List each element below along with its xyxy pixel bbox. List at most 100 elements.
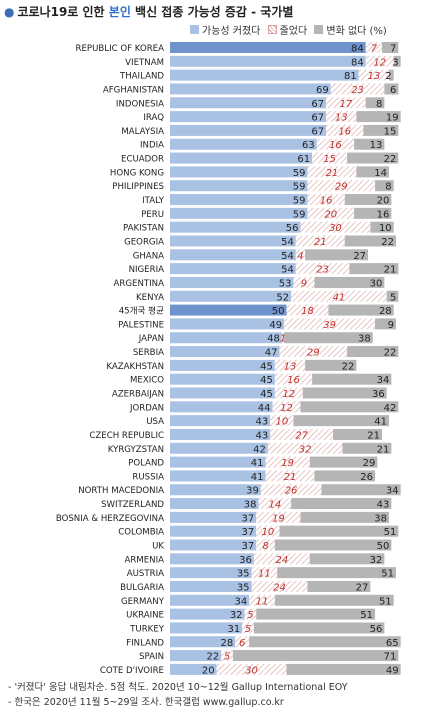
bar-increase bbox=[170, 166, 308, 178]
data-label-increase: 37 bbox=[241, 513, 254, 524]
bar-increase bbox=[170, 456, 266, 468]
category-label: PALESTINE bbox=[118, 320, 164, 330]
legend-item-increase: 가능성 커졌다 bbox=[190, 22, 260, 37]
category-label: PERU bbox=[141, 210, 164, 220]
data-label-decrease: 18 bbox=[301, 306, 314, 317]
bar-decrease bbox=[316, 138, 355, 150]
category-label: KYRGYZSTAN bbox=[108, 445, 164, 455]
category-label: BULGARIA bbox=[120, 583, 164, 593]
category-label: COLOMBIA bbox=[118, 528, 164, 538]
bar-nochange bbox=[344, 194, 392, 206]
data-label-increase: 59 bbox=[293, 209, 306, 220]
data-label-increase: 37 bbox=[241, 527, 254, 538]
data-label-decrease: 4 bbox=[297, 251, 303, 262]
data-label-nochange: 32 bbox=[370, 555, 383, 566]
data-label-nochange: 56 bbox=[370, 624, 383, 635]
data-label-nochange: 51 bbox=[381, 569, 394, 580]
bar-increase bbox=[170, 180, 308, 192]
data-label-decrease: 10 bbox=[275, 417, 288, 428]
data-label-increase: 41 bbox=[251, 472, 264, 483]
data-label-decrease: 20 bbox=[324, 209, 337, 220]
data-label-decrease: 12 bbox=[373, 57, 386, 68]
legend-swatch-increase bbox=[190, 25, 199, 34]
data-label-increase: 56 bbox=[286, 223, 299, 234]
data-label-decrease: 10 bbox=[261, 527, 274, 538]
bar-increase bbox=[170, 152, 313, 164]
bar-increase bbox=[170, 650, 222, 662]
data-label-decrease: 21 bbox=[326, 168, 339, 179]
footnote-2: - 한국은 2020년 11월 5~29일 조사. 한국갤럽 www.gallu… bbox=[8, 697, 284, 708]
data-label-increase: 31 bbox=[227, 624, 240, 635]
data-label-decrease: 6 bbox=[239, 638, 245, 649]
data-label-nochange: 51 bbox=[384, 527, 397, 538]
data-label-increase: 81 bbox=[344, 71, 357, 82]
data-label-decrease: 29 bbox=[335, 182, 348, 193]
bar-nochange bbox=[279, 525, 399, 537]
bar-increase bbox=[170, 484, 261, 496]
bar-nochange bbox=[300, 401, 399, 413]
bar-decrease bbox=[293, 276, 315, 288]
bar-increase bbox=[170, 221, 301, 233]
category-label: INDONESIA bbox=[116, 99, 164, 109]
category-label: KENYA bbox=[136, 293, 164, 303]
data-label-nochange: 29 bbox=[363, 458, 376, 469]
data-label-increase: 54 bbox=[281, 265, 294, 276]
data-label-decrease: 30 bbox=[329, 223, 342, 234]
bar-nochange bbox=[375, 318, 397, 330]
bar-decrease bbox=[235, 636, 250, 648]
data-label-increase: 53 bbox=[279, 278, 292, 289]
data-label-decrease: 12 bbox=[280, 403, 293, 414]
bar-nochange bbox=[302, 387, 387, 399]
data-label-increase: 54 bbox=[281, 251, 294, 262]
data-label-nochange: 41 bbox=[374, 417, 387, 428]
bar-increase bbox=[170, 304, 287, 316]
bar-nochange bbox=[293, 415, 390, 427]
bar-decrease bbox=[274, 359, 306, 371]
bar-increase bbox=[170, 401, 273, 413]
category-label: JORDAN bbox=[129, 403, 164, 413]
legend-label-nochange: 변화 없다 (%) bbox=[326, 26, 387, 37]
data-label-nochange: 51 bbox=[360, 610, 373, 621]
category-label: GERMANY bbox=[121, 597, 165, 607]
bar-increase bbox=[170, 138, 317, 150]
bar-decrease bbox=[307, 207, 355, 219]
bar-nochange bbox=[363, 124, 399, 136]
category-label: UK bbox=[152, 542, 164, 552]
legend-item-decrease: 줄었다 bbox=[267, 22, 307, 37]
data-label-increase: 59 bbox=[293, 196, 306, 207]
bar-increase bbox=[170, 42, 366, 53]
data-label-decrease: 15 bbox=[323, 154, 336, 165]
category-label: CZECH REPUBLIC bbox=[89, 431, 164, 441]
legend-label-increase: 가능성 커졌다 bbox=[202, 26, 261, 37]
legend-item-nochange: 변화 없다 (%) bbox=[314, 22, 387, 37]
bar-increase bbox=[170, 235, 296, 247]
category-label: AZERBAIJAN bbox=[112, 390, 164, 400]
bar-increase bbox=[170, 194, 308, 206]
bar-nochange bbox=[354, 207, 392, 219]
bar-decrease bbox=[216, 663, 287, 675]
category-label: ITALY bbox=[142, 196, 165, 206]
category-label: PHILIPPINES bbox=[112, 182, 164, 192]
bar-nochange bbox=[314, 470, 376, 482]
data-label-increase: 20 bbox=[202, 665, 215, 676]
bar-decrease bbox=[272, 401, 301, 413]
data-label-nochange: 30 bbox=[370, 278, 383, 289]
bar-decrease bbox=[286, 304, 329, 316]
bar-nochange bbox=[277, 567, 397, 579]
category-label: USA bbox=[146, 417, 164, 427]
data-label-decrease: 19 bbox=[281, 458, 294, 469]
bar-increase bbox=[170, 442, 268, 454]
data-label-nochange: 21 bbox=[377, 444, 390, 455]
data-label-nochange: 22 bbox=[384, 348, 397, 359]
data-label-nochange: 8 bbox=[376, 99, 382, 110]
data-label-decrease: 13 bbox=[368, 71, 381, 82]
bar-nochange bbox=[305, 359, 357, 371]
bar-increase bbox=[170, 511, 257, 523]
bar-decrease bbox=[265, 456, 310, 468]
bar-decrease bbox=[365, 55, 394, 67]
bar-nochange bbox=[375, 180, 394, 192]
data-label-nochange: 34 bbox=[377, 375, 390, 386]
bar-increase bbox=[170, 594, 250, 606]
footnote-1: - '커졌다' 응답 내림차순. 5점 척도. 2020년 10~12월 Gal… bbox=[8, 682, 348, 693]
